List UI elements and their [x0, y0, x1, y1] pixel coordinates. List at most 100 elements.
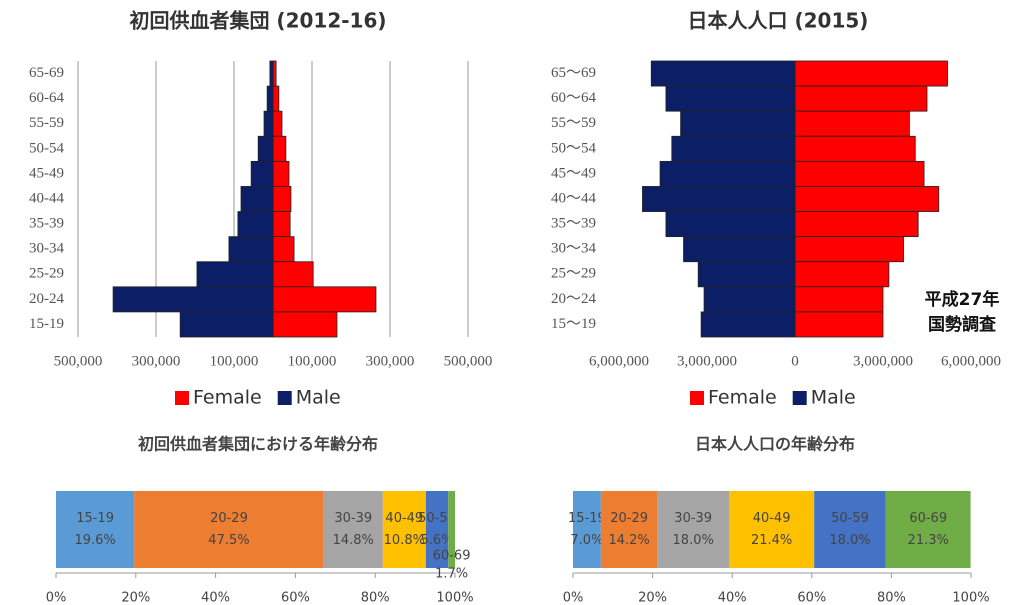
category-label: 35～39	[551, 216, 596, 232]
legend-swatch	[690, 391, 704, 405]
category-label: 45～49	[551, 165, 596, 181]
segment	[382, 491, 426, 568]
bar	[794, 110, 910, 137]
segment-name: 30-39	[334, 511, 372, 526]
x-tick-label: 100%	[952, 591, 989, 605]
bar	[196, 261, 274, 288]
x-tick-label: 0%	[563, 591, 584, 605]
legend-label: Male	[296, 387, 341, 409]
chart-title: 初回供血者集団における年齢分布	[138, 435, 378, 454]
annotation: 国勢調査	[928, 314, 997, 335]
legend-swatch	[175, 391, 189, 405]
category-label: 50～54	[551, 140, 597, 156]
bar	[179, 311, 274, 338]
x-tick-label: 100,000	[288, 353, 337, 369]
bar	[659, 160, 796, 187]
segment-name: 60-69	[433, 549, 471, 564]
legend-label: Male	[811, 387, 856, 409]
legend-label: Female	[708, 387, 777, 409]
segment-name: 40-49	[385, 511, 423, 526]
segment-value: 5.6%	[421, 533, 454, 548]
segment-value: 21.3%	[908, 533, 949, 548]
x-tick-label: 80%	[877, 591, 906, 605]
bar	[228, 236, 274, 263]
bar	[665, 85, 796, 112]
annotation: 平成27年	[925, 289, 1000, 310]
bar	[266, 85, 274, 112]
bar	[794, 286, 884, 313]
bar	[665, 211, 796, 238]
category-label: 40～44	[551, 190, 597, 206]
bar	[272, 85, 280, 112]
category-label: 60～64	[551, 90, 597, 106]
segment	[885, 491, 971, 568]
segment-value: 47.5%	[208, 533, 249, 548]
category-label: 60-64	[29, 90, 64, 106]
segment-name: 60-69	[909, 511, 947, 526]
bar	[272, 211, 291, 238]
bar	[642, 186, 796, 212]
bar	[680, 110, 796, 137]
segment-name: 50-59	[831, 511, 869, 526]
bar	[272, 286, 377, 313]
x-tick-label: 6,000,000	[589, 353, 649, 369]
segment-name: 15-19	[568, 511, 606, 526]
category-label: 20～24	[551, 291, 597, 307]
segment	[448, 491, 455, 568]
segment-name: 20-29	[210, 511, 248, 526]
segment	[600, 491, 658, 568]
segment-value: 10.8%	[384, 533, 425, 548]
segment	[729, 491, 815, 568]
segment-value: 1.7%	[435, 567, 468, 582]
category-label: 45-49	[29, 165, 64, 181]
chart-title: 日本人人口の年齢分布	[695, 435, 855, 454]
x-tick-label: 300,000	[366, 353, 415, 369]
segment-name: 20-29	[610, 511, 648, 526]
bar	[237, 211, 274, 238]
segment-name: 30-39	[674, 511, 712, 526]
x-tick-label: 3,000,000	[853, 353, 913, 369]
x-tick-label: 500,000	[444, 353, 493, 369]
segment-value: 18.0%	[829, 533, 870, 548]
bar	[272, 261, 314, 288]
x-tick-label: 40%	[201, 591, 230, 605]
segment-value: 14.2%	[608, 533, 649, 548]
x-tick-label: 40%	[718, 591, 747, 605]
segment-value: 21.4%	[751, 533, 792, 548]
bar	[272, 236, 295, 263]
segment-value: 14.8%	[333, 533, 374, 548]
segment-name: 50-59	[418, 511, 456, 526]
segment	[573, 491, 601, 568]
segment	[657, 491, 730, 568]
category-label: 25～29	[551, 266, 596, 282]
segment-name: 15-19	[76, 511, 114, 526]
category-label: 25-29	[29, 266, 64, 282]
segment-value: 19.6%	[74, 533, 115, 548]
bar	[794, 60, 948, 87]
segment	[134, 491, 324, 568]
bar	[794, 186, 940, 212]
bar	[794, 160, 925, 187]
segment-value: 7.0%	[570, 533, 603, 548]
category-label: 15-19	[29, 316, 64, 332]
bar	[794, 211, 919, 238]
bar	[650, 60, 796, 87]
category-label: 55-59	[29, 115, 64, 131]
category-label: 30～34	[551, 241, 597, 257]
legend-swatch	[277, 391, 292, 405]
bar	[257, 135, 274, 162]
x-tick-label: 60%	[281, 591, 310, 605]
category-label: 55～59	[551, 115, 596, 131]
bar	[703, 286, 796, 313]
bar	[240, 186, 274, 212]
category-label: 30-34	[29, 241, 64, 257]
x-tick-label: 60%	[797, 591, 826, 605]
category-label: 15～19	[551, 316, 596, 332]
bar	[269, 60, 274, 87]
category-label: 50-54	[29, 140, 64, 156]
chart-title: 初回供血者集団 (2012-16)	[129, 9, 386, 33]
segment-value: 18.0%	[673, 533, 714, 548]
bar	[272, 311, 338, 338]
category-label: 40-44	[29, 190, 64, 206]
segment	[56, 491, 135, 568]
